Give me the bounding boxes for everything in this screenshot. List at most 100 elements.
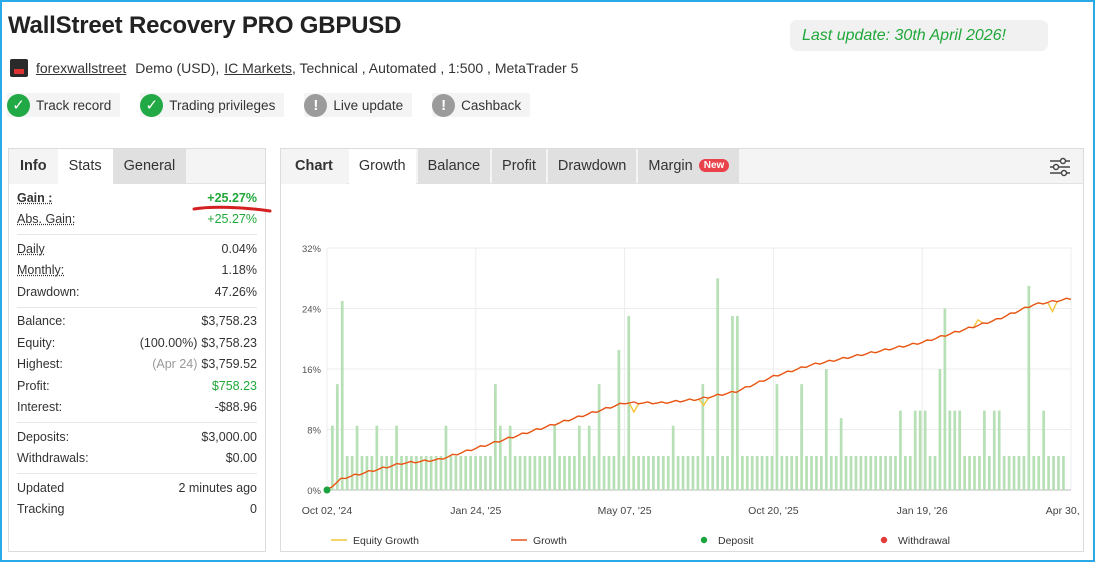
tab-balance[interactable]: Balance (417, 149, 491, 184)
gain-label[interactable]: Gain : (17, 190, 53, 205)
growth-chart[interactable]: 0% 8% 16% 24% 32% Oct 02, '24 Jan 24, '25 May … (281, 184, 1095, 550)
trade-bar (686, 455, 690, 490)
trade-bar (439, 455, 443, 490)
trade-bar (434, 455, 438, 490)
chart-lines (323, 297, 1072, 494)
trade-bar (597, 384, 601, 490)
trade-bar (943, 308, 947, 490)
trade-bar (429, 455, 433, 490)
trade-bar (1012, 455, 1016, 490)
trade-bar (805, 455, 808, 490)
account-details: , Technical , Automated , 1:500 , MetaTr… (291, 60, 579, 76)
badge-track-record[interactable]: ✓ Track record (7, 93, 121, 117)
trade-bar (948, 410, 952, 490)
trade-bar (464, 455, 468, 490)
trade-bar (1002, 455, 1006, 490)
monthly-value: 1.18% (221, 263, 257, 278)
trade-bar (795, 455, 799, 490)
badge-trading-privileges[interactable]: ✓ Trading privileges (140, 93, 285, 117)
trade-bar (474, 455, 477, 490)
chart-bars (331, 278, 1065, 490)
withdrawals-value: $0.00 (225, 451, 257, 466)
trade-bar (573, 455, 576, 490)
withdrawals-label: Withdrawals: (17, 451, 89, 466)
profit-label: Profit: (17, 378, 50, 393)
y-tick-label: 32% (302, 244, 322, 255)
tab-general[interactable]: General (112, 149, 187, 184)
y-tick-label: 24% (302, 305, 322, 316)
trade-bar (503, 455, 507, 490)
trade-bar (755, 455, 759, 490)
author-avatar[interactable] (10, 59, 28, 77)
y-axis: 0% 8% 16% 24% 32% (302, 244, 322, 497)
tab-stats[interactable]: Stats (57, 149, 113, 184)
tab-drawdown[interactable]: Drawdown (547, 149, 637, 184)
sliders-icon[interactable] (1049, 156, 1071, 178)
trade-bar (820, 455, 823, 490)
tracking-value: 0 (250, 502, 257, 517)
trade-bar (760, 455, 764, 490)
trade-bar (469, 455, 473, 490)
trade-bar (390, 455, 393, 490)
chart-legend: Equity Growth Growth Deposit Withdrawal (331, 535, 950, 547)
trade-bar (657, 455, 660, 490)
badge-live-update[interactable]: ! Live update (304, 93, 413, 117)
tab-margin[interactable]: Margin New (638, 149, 740, 184)
trade-bar (479, 455, 482, 490)
verification-badges: ✓ Track record ✓ Trading privileges ! Li… (7, 93, 531, 117)
chart-tabs: Chart Growth Balance Profit Drawdown Mar… (281, 149, 1083, 184)
abs-gain-label[interactable]: Abs. Gain: (17, 212, 76, 227)
system-title: WallStreet Recovery PRO GBPUSD (8, 12, 402, 39)
trade-bar (711, 455, 715, 490)
stat-abs-gain: Abs. Gain: +25.27% (17, 209, 257, 231)
growth-line (326, 297, 1072, 490)
tab-info[interactable]: Info (9, 149, 58, 184)
trade-bar (661, 455, 665, 490)
check-icon: ✓ (140, 93, 164, 117)
trade-bar (360, 455, 364, 490)
trade-bar (997, 410, 1001, 490)
trade-bar (854, 455, 858, 490)
equity-percent: (100.00%) (139, 335, 198, 350)
badge-label: Track record (36, 97, 112, 113)
x-tick-label: Oct 20, '25 (748, 505, 799, 517)
trade-bar (622, 455, 626, 490)
trade-bar (800, 384, 803, 490)
stat-equity: Equity: (100.00%) $3,758.23 (17, 332, 257, 354)
monthly-label[interactable]: Monthly: (17, 263, 65, 278)
trade-bar (889, 455, 892, 490)
stat-tracking: Tracking 0 (17, 499, 257, 521)
legend-label: Growth (533, 535, 567, 547)
trade-bar (978, 455, 981, 490)
tab-growth[interactable]: Growth (348, 149, 416, 184)
trade-bar (558, 455, 561, 490)
trade-bar (484, 455, 487, 490)
tab-chart[interactable]: Chart (281, 149, 347, 184)
trade-bar (612, 455, 616, 490)
trade-bar (671, 425, 675, 490)
highest-date: (Apr 24) (152, 357, 198, 372)
check-icon: ✓ (7, 93, 30, 117)
author-link[interactable]: forexwallstreet (36, 60, 127, 76)
trade-bar (1017, 455, 1021, 490)
legend-swatch (880, 536, 888, 544)
broker-link[interactable]: IC Markets (224, 60, 292, 76)
badge-cashback[interactable]: ! Cashback (432, 93, 531, 117)
trade-bar (874, 455, 878, 490)
highest-value: $3,759.52 (201, 357, 257, 372)
trade-bar (494, 384, 497, 490)
tab-profit[interactable]: Profit (492, 149, 546, 184)
trade-bar (548, 455, 552, 490)
trade-bar (617, 350, 621, 490)
chart-panel: Chart Growth Balance Profit Drawdown Mar… (280, 148, 1095, 552)
trade-bar (745, 455, 749, 490)
trade-bar (543, 455, 547, 490)
stat-monthly: Monthly: 1.18% (17, 260, 257, 282)
daily-label[interactable]: Daily (17, 241, 45, 256)
updated-value: 2 minutes ago (178, 480, 257, 495)
trade-bar (335, 384, 339, 490)
trade-bar (992, 410, 996, 490)
trade-bar (528, 455, 532, 490)
x-tick-label: Jan 24, '25 (450, 505, 501, 517)
trade-bar (953, 410, 957, 490)
